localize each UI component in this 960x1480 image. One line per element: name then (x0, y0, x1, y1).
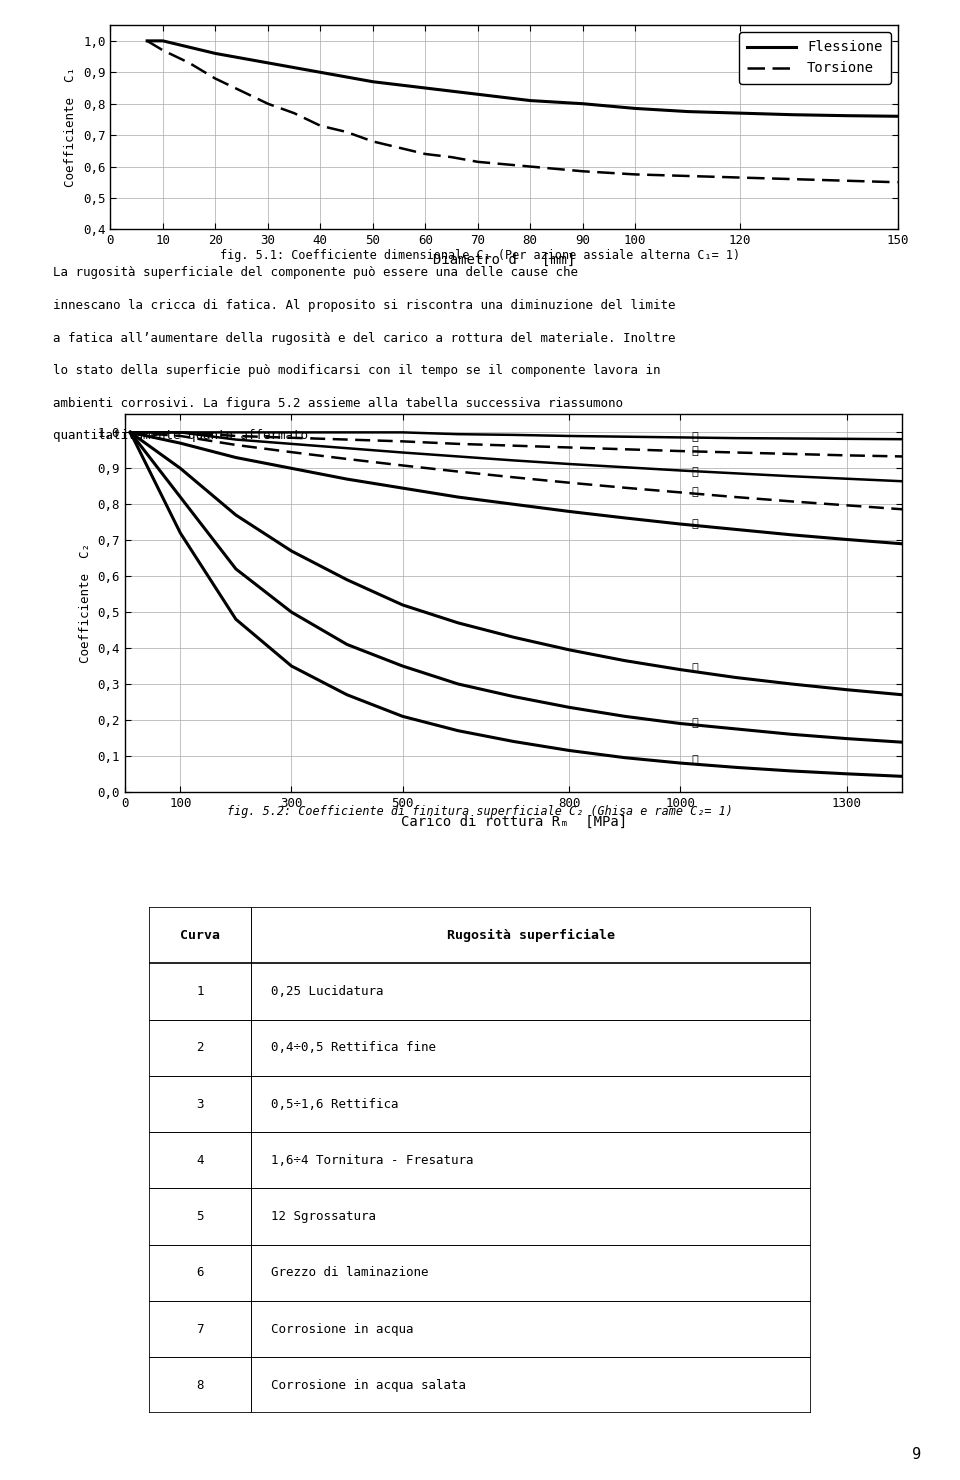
Text: ⑤: ⑤ (691, 519, 698, 528)
Text: Grezzo di laminazione: Grezzo di laminazione (272, 1267, 429, 1279)
Text: 8: 8 (197, 1379, 204, 1391)
Flessione (209, 44, 221, 62)
Torsione (157, 41, 169, 59)
Flessione (787, 107, 799, 124)
Text: 0,4÷0,5 Rettifica fine: 0,4÷0,5 Rettifica fine (272, 1042, 437, 1054)
Flessione (141, 33, 153, 50)
Torsione (420, 145, 431, 163)
Text: a fatica all’aumentare della rugosità e del carico a rottura del materiale. Inol: a fatica all’aumentare della rugosità e … (53, 332, 675, 345)
Text: Corrosione in acqua salata: Corrosione in acqua salata (272, 1379, 467, 1391)
Torsione (630, 166, 641, 184)
Text: ⑥: ⑥ (691, 663, 698, 673)
Text: 2: 2 (197, 1042, 204, 1054)
Text: La rugosità superficiale del componente può essere una delle cause che: La rugosità superficiale del componente … (53, 266, 578, 280)
Text: 0,25 Lucidatura: 0,25 Lucidatura (272, 986, 384, 998)
Torsione (315, 117, 326, 135)
Text: fig. 5.1: Coefficiente dimensionale C₁ (Per azione assiale alterna C₁= 1): fig. 5.1: Coefficiente dimensionale C₁ (… (220, 249, 740, 262)
Torsione (341, 123, 352, 141)
Text: 5: 5 (197, 1211, 204, 1222)
Flessione (630, 99, 641, 117)
Torsione (209, 70, 221, 87)
Torsione (577, 163, 588, 181)
Torsione (141, 33, 153, 50)
Text: fig. 5.2: Coefficiente di finitura superficiale C₂ (Ghisa e rame C₂= 1): fig. 5.2: Coefficiente di finitura super… (228, 805, 732, 818)
Flessione (262, 53, 274, 71)
Text: quantitativamente quanto affermato.: quantitativamente quanto affermato. (53, 429, 315, 443)
Text: ambienti corrosivi. La figura 5.2 assieme alla tabella successiva riassumono: ambienti corrosivi. La figura 5.2 assiem… (53, 397, 623, 410)
Flessione (315, 64, 326, 81)
Text: 6: 6 (197, 1267, 204, 1279)
Text: ⑦: ⑦ (691, 718, 698, 728)
Text: ①: ① (691, 432, 698, 443)
Torsione (734, 169, 746, 186)
Text: Curva: Curva (180, 929, 220, 941)
Torsione (892, 173, 903, 191)
Text: ⑧: ⑧ (691, 755, 698, 765)
Torsione (472, 152, 484, 170)
Legend: Flessione, Torsione: Flessione, Torsione (739, 33, 891, 84)
Torsione (524, 158, 536, 176)
Text: 4: 4 (197, 1154, 204, 1166)
Text: 1,6÷4 Tornitura - Fresatura: 1,6÷4 Tornitura - Fresatura (272, 1154, 474, 1166)
Flessione (734, 104, 746, 121)
Flessione (682, 102, 693, 120)
Torsione (787, 170, 799, 188)
Torsione (839, 172, 851, 189)
Flessione (892, 108, 903, 126)
Text: Corrosione in acqua: Corrosione in acqua (272, 1323, 414, 1335)
Flessione (577, 95, 588, 112)
Flessione (472, 86, 484, 104)
Text: ②: ② (691, 445, 698, 456)
Text: ④: ④ (691, 487, 698, 497)
Line: Torsione: Torsione (147, 41, 898, 182)
Text: ③: ③ (691, 468, 698, 477)
Torsione (394, 139, 405, 157)
Text: 9: 9 (912, 1447, 922, 1462)
Flessione (367, 73, 378, 90)
Text: 1: 1 (197, 986, 204, 998)
Text: innescano la cricca di fatica. Al proposito si riscontra una diminuzione del lim: innescano la cricca di fatica. Al propos… (53, 299, 675, 312)
Torsione (262, 95, 274, 112)
Text: 3: 3 (197, 1098, 204, 1110)
Torsione (682, 167, 693, 185)
Torsione (288, 104, 300, 121)
Text: 7: 7 (197, 1323, 204, 1335)
X-axis label: Diametro d   [mm]: Diametro d [mm] (433, 253, 575, 266)
Torsione (236, 83, 248, 101)
X-axis label: Carico di rottura Rₘ  [MPa]: Carico di rottura Rₘ [MPa] (400, 815, 627, 829)
Text: Rugosità superficiale: Rugosità superficiale (447, 929, 615, 941)
Text: 0,5÷1,6 Rettifica: 0,5÷1,6 Rettifica (272, 1098, 398, 1110)
Y-axis label: Coefficiente  C₂: Coefficiente C₂ (79, 543, 92, 663)
Flessione (420, 78, 431, 96)
Text: lo stato della superficie può modificarsi con il tempo se il componente lavora i: lo stato della superficie può modificars… (53, 364, 660, 377)
Text: 12 Sgrossatura: 12 Sgrossatura (272, 1211, 376, 1222)
Flessione (157, 33, 169, 50)
Flessione (839, 107, 851, 124)
Torsione (445, 148, 457, 166)
Flessione (524, 92, 536, 110)
Line: Flessione: Flessione (147, 41, 898, 117)
Torsione (183, 53, 195, 71)
Torsione (367, 133, 378, 151)
Y-axis label: Coefficiente  C₁: Coefficiente C₁ (64, 67, 78, 188)
